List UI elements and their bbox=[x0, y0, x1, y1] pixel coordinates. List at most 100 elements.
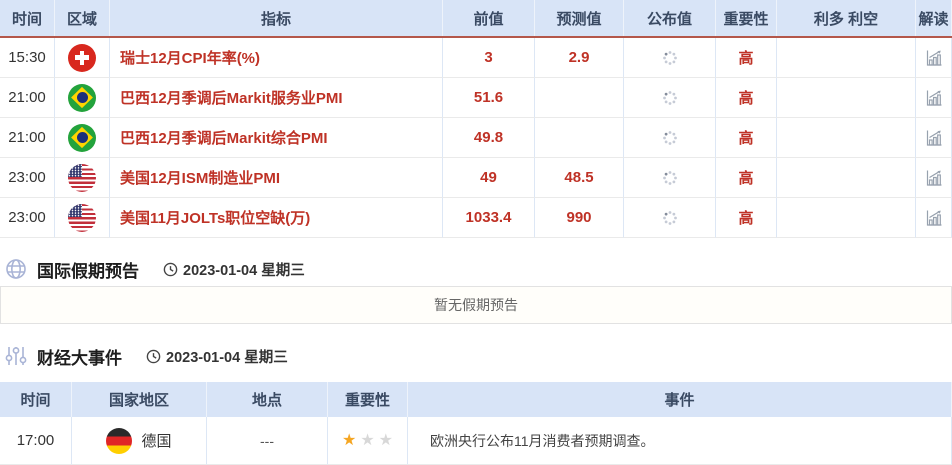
star-empty-icon: ★ bbox=[378, 431, 394, 449]
flag-brazil-icon bbox=[68, 123, 96, 152]
events-table-body: 17:00 德国 --- ★ ★ ★ 欧洲央行公布11月消费者预期调查。 bbox=[0, 417, 952, 465]
calendar-row[interactable]: 21:00 巴西12月季调后Markit综合PMI 49.8 高 bbox=[0, 118, 952, 158]
event-time: 15:30 bbox=[0, 38, 55, 78]
events-section-header: 财经大事件 2023-01-04 星期三 bbox=[0, 341, 952, 371]
importance-level: 高 bbox=[716, 78, 777, 118]
calendar-row[interactable]: 21:00 巴西12月季调后Markit服务业PMI 51.6 高 bbox=[0, 78, 952, 118]
economic-data-table: 时间 区域 指标 前值 预测值 公布值 重要性 利多 利空 解读 15:30 瑞… bbox=[0, 0, 952, 238]
holiday-date: 2023-01-04 星期三 bbox=[163, 259, 305, 280]
holiday-section-header: 国际假期预告 2023-01-04 星期三 bbox=[0, 252, 952, 286]
bias-cell bbox=[777, 38, 916, 78]
chart-link-cell bbox=[916, 118, 952, 158]
bias-cell bbox=[777, 78, 916, 118]
forecast-value bbox=[535, 78, 624, 118]
indicator-name: 巴西12月季调后Markit服务业PMI bbox=[110, 78, 443, 118]
column-header-previous: 前值 bbox=[443, 0, 535, 36]
column-header-region: 区域 bbox=[55, 0, 110, 36]
events-column-header-country: 国家地区 bbox=[72, 382, 207, 417]
clock-icon bbox=[163, 262, 178, 276]
published-value-cell bbox=[624, 78, 716, 118]
indicator-name: 巴西12月季调后Markit综合PMI bbox=[110, 118, 443, 158]
previous-value: 49 bbox=[443, 158, 535, 198]
events-column-header-time: 时间 bbox=[0, 382, 72, 417]
loading-spinner-icon bbox=[662, 170, 677, 185]
published-value-cell bbox=[624, 118, 716, 158]
region-flag-cell bbox=[55, 118, 110, 158]
region-flag-cell bbox=[55, 38, 110, 78]
event-time: 21:00 bbox=[0, 118, 55, 158]
importance-level: 高 bbox=[716, 118, 777, 158]
sliders-icon bbox=[5, 347, 27, 365]
event-row: 17:00 德国 --- ★ ★ ★ 欧洲央行公布11月消费者预期调查。 bbox=[0, 417, 952, 465]
events-section-title: 财经大事件 bbox=[37, 348, 122, 368]
importance-level: 高 bbox=[716, 198, 777, 238]
column-header-time: 时间 bbox=[0, 0, 55, 36]
bias-cell bbox=[777, 198, 916, 238]
bias-cell bbox=[777, 158, 916, 198]
column-header-indicator: 指标 bbox=[110, 0, 443, 36]
event-time: 23:00 bbox=[0, 158, 55, 198]
loading-spinner-icon bbox=[662, 210, 677, 225]
events-column-header-importance: 重要性 bbox=[328, 382, 408, 417]
importance-level: 高 bbox=[716, 38, 777, 78]
star-empty-icon: ★ bbox=[360, 431, 375, 449]
column-header-importance: 重要性 bbox=[716, 0, 777, 36]
flag-switzerland-icon bbox=[68, 43, 96, 72]
flag-brazil-icon bbox=[68, 83, 96, 112]
flag-germany-icon bbox=[106, 427, 133, 454]
previous-value: 1033.4 bbox=[443, 198, 535, 238]
events-table: 时间 国家地区 地点 重要性 事件 17:00 德国 --- ★ ★ ★ 欧洲央行公… bbox=[0, 382, 952, 465]
holiday-section-title: 国际假期预告 bbox=[37, 261, 139, 281]
column-header-bias: 利多 利空 bbox=[777, 0, 916, 36]
event-location: --- bbox=[207, 417, 328, 465]
chart-link-cell bbox=[916, 38, 952, 78]
chart-icon[interactable] bbox=[924, 48, 944, 68]
events-column-header-location: 地点 bbox=[207, 382, 328, 417]
holiday-empty-message: 暂无假期预告 bbox=[0, 286, 952, 324]
flag-usa-icon bbox=[68, 163, 96, 192]
events-header-row: 时间 国家地区 地点 重要性 事件 bbox=[0, 382, 952, 417]
calendar-row[interactable]: 23:00 美国12月ISM制造业PMI 49 48.5 高 bbox=[0, 158, 952, 198]
chart-link-cell bbox=[916, 158, 952, 198]
published-value-cell bbox=[624, 158, 716, 198]
chart-icon[interactable] bbox=[924, 88, 944, 108]
column-header-forecast: 预测值 bbox=[535, 0, 624, 36]
chart-icon[interactable] bbox=[924, 208, 944, 228]
region-flag-cell bbox=[55, 198, 110, 238]
column-header-interpretation: 解读 bbox=[916, 0, 952, 36]
event-description: 欧洲央行公布11月消费者预期调查。 bbox=[408, 417, 952, 465]
forecast-value: 48.5 bbox=[535, 158, 624, 198]
previous-value: 49.8 bbox=[443, 118, 535, 158]
events-date-text: 2023-01-04 星期三 bbox=[166, 349, 288, 366]
country-cell: 德国 bbox=[72, 417, 207, 465]
country-name: 德国 bbox=[141, 433, 172, 450]
published-value-cell bbox=[624, 198, 716, 238]
importance-stars: ★ ★ ★ bbox=[328, 417, 408, 465]
loading-spinner-icon bbox=[662, 50, 677, 65]
bias-cell bbox=[777, 118, 916, 158]
calendar-header-row: 时间 区域 指标 前值 预测值 公布值 重要性 利多 利空 解读 bbox=[0, 0, 952, 36]
calendar-row[interactable]: 15:30 瑞士12月CPI年率(%) 3 2.9 高 bbox=[0, 38, 952, 78]
holiday-empty-text: 暂无假期预告 bbox=[434, 297, 518, 313]
chart-icon[interactable] bbox=[924, 128, 944, 148]
forecast-value: 2.9 bbox=[535, 38, 624, 78]
clock-icon bbox=[146, 349, 161, 363]
event-time: 23:00 bbox=[0, 198, 55, 238]
indicator-name: 美国11月JOLTs职位空缺(万) bbox=[110, 198, 443, 238]
indicator-name: 美国12月ISM制造业PMI bbox=[110, 158, 443, 198]
header-accent-divider bbox=[0, 36, 952, 38]
holiday-date-text: 2023-01-04 星期三 bbox=[183, 262, 305, 279]
calendar-table-body: 15:30 瑞士12月CPI年率(%) 3 2.9 高 bbox=[0, 38, 952, 238]
chart-link-cell bbox=[916, 78, 952, 118]
previous-value: 3 bbox=[443, 38, 535, 78]
star-filled-icon: ★ bbox=[341, 431, 357, 449]
events-date: 2023-01-04 星期三 bbox=[146, 346, 288, 367]
calendar-row[interactable]: 23:00 美国11月JOLTs职位空缺(万) 1033.4 990 高 bbox=[0, 198, 952, 238]
flag-usa-icon bbox=[68, 203, 96, 232]
globe-icon bbox=[6, 259, 26, 279]
loading-spinner-icon bbox=[662, 130, 677, 145]
chart-icon[interactable] bbox=[924, 168, 944, 188]
published-value-cell bbox=[624, 38, 716, 78]
chart-link-cell bbox=[916, 198, 952, 238]
